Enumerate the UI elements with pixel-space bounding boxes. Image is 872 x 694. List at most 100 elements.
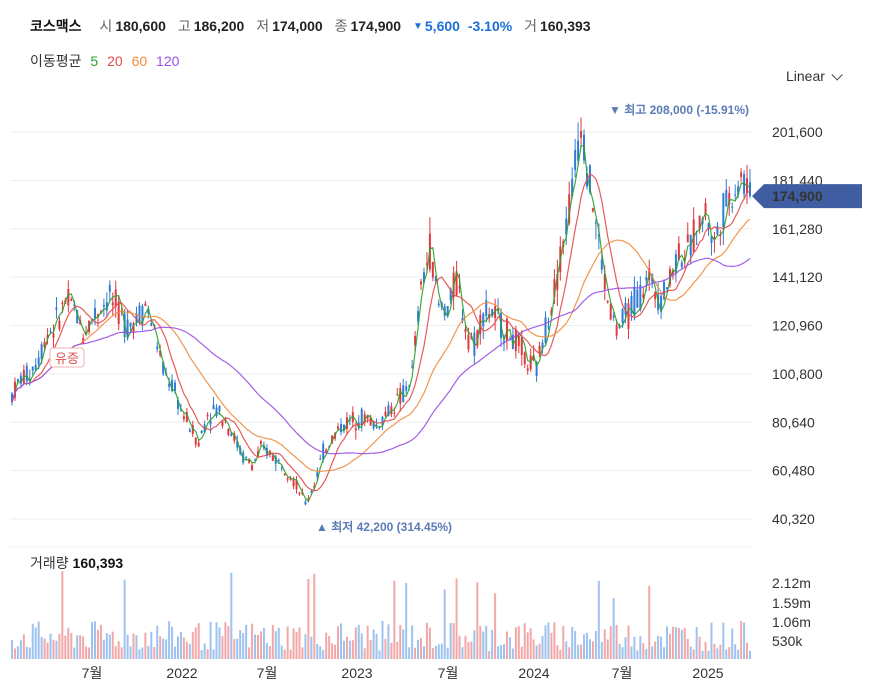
candle-body [76,310,79,324]
candle-body [627,303,630,329]
volume-bar [749,650,751,659]
volume-bar [609,626,612,659]
volume-bar [307,578,310,659]
candle-body [494,306,497,319]
candle-body [520,337,523,356]
candle-body [455,271,458,296]
ma-legend-120[interactable]: 120 [156,53,180,69]
candle-body [381,416,384,426]
candle-body [574,150,577,170]
candle-body [11,393,13,403]
volume-bar [61,571,64,659]
volume-bar [538,643,541,659]
candle-body [372,422,375,429]
event-badge [49,347,85,368]
candle-body [156,346,159,349]
volume-bar [689,646,692,659]
volume-bar [111,631,114,659]
ma-legend-5[interactable]: 5 [90,53,99,69]
volume-bar [96,630,99,659]
volume-bar [11,640,13,659]
volume-bar [206,649,209,659]
volume-bar [597,580,600,659]
candle-body [337,426,340,430]
volume-bar [591,641,594,659]
volume-bar [725,649,728,659]
candle-body [292,479,295,487]
volume-bar [562,626,565,659]
volume-bar [271,624,274,659]
volume-bar [76,635,79,659]
candle-body [725,189,728,207]
volume-bar [19,640,22,659]
candle-body [182,416,185,419]
candle-body [191,425,194,434]
candle-body [606,301,609,303]
volume-bar [657,636,660,659]
ma-legend-60[interactable]: 60 [131,53,148,69]
volume-bar [713,643,716,659]
candle-body [390,406,393,415]
volume-bar [248,647,251,659]
volume-bar [666,626,669,659]
volume-bar [239,630,242,659]
volume-bar [286,626,289,659]
volume-bar [743,622,746,659]
volume-bar [422,646,425,659]
scale-dropdown[interactable]: Linear [786,68,843,84]
volume-bar [523,623,526,659]
volume-bar [212,649,215,659]
ma-line-120 [11,257,751,455]
candle-body [556,274,559,291]
volume-bar [259,631,262,659]
volume-bar [440,643,443,659]
volume-bar [179,631,182,659]
volume-bar [514,627,517,659]
volume-panel-title: 거래량 [30,555,69,571]
volume-bar [218,627,221,659]
candle-body [523,352,526,365]
ma-legend-20[interactable]: 20 [107,53,123,69]
candle-body [25,365,28,382]
volume-bar [348,640,351,659]
candle-body [467,334,470,350]
candle-body [437,303,440,306]
candle-body [132,323,135,333]
candle-body [366,416,369,419]
volume-bar [82,636,85,659]
volume-bar [740,621,743,659]
volume-bar [209,621,212,659]
volume-bar [366,625,369,659]
volume-bar [242,632,245,659]
volume-bar [731,628,734,659]
volume-bar [49,633,52,659]
volume-bar [64,635,67,659]
volume-bar [43,638,46,659]
volume-bar [168,621,171,659]
candle-body [37,357,40,365]
volume-bar [574,631,577,659]
volume-bar [224,622,227,659]
candle-body [547,326,550,328]
candle-body [580,130,583,138]
close-label: 종 [334,18,348,34]
candle-body [135,313,138,323]
candle-body [588,165,591,193]
volume-bar [144,632,147,659]
volume-bar [692,649,695,659]
last-price-tag [752,184,862,209]
candle-body [734,194,737,196]
candle-body [405,386,408,391]
volume-bar [337,626,340,659]
candle-body [651,274,654,283]
candle-body [40,344,43,360]
volume-bar [363,648,366,659]
volume-bar [612,598,615,659]
volume-bar [138,649,141,659]
candle-body [526,368,529,371]
high-annotation: ▼ 최고 208,000 (-15.91%) [609,102,749,117]
candle-body [698,215,701,230]
candle-body [417,311,420,322]
candle-body [339,423,342,433]
